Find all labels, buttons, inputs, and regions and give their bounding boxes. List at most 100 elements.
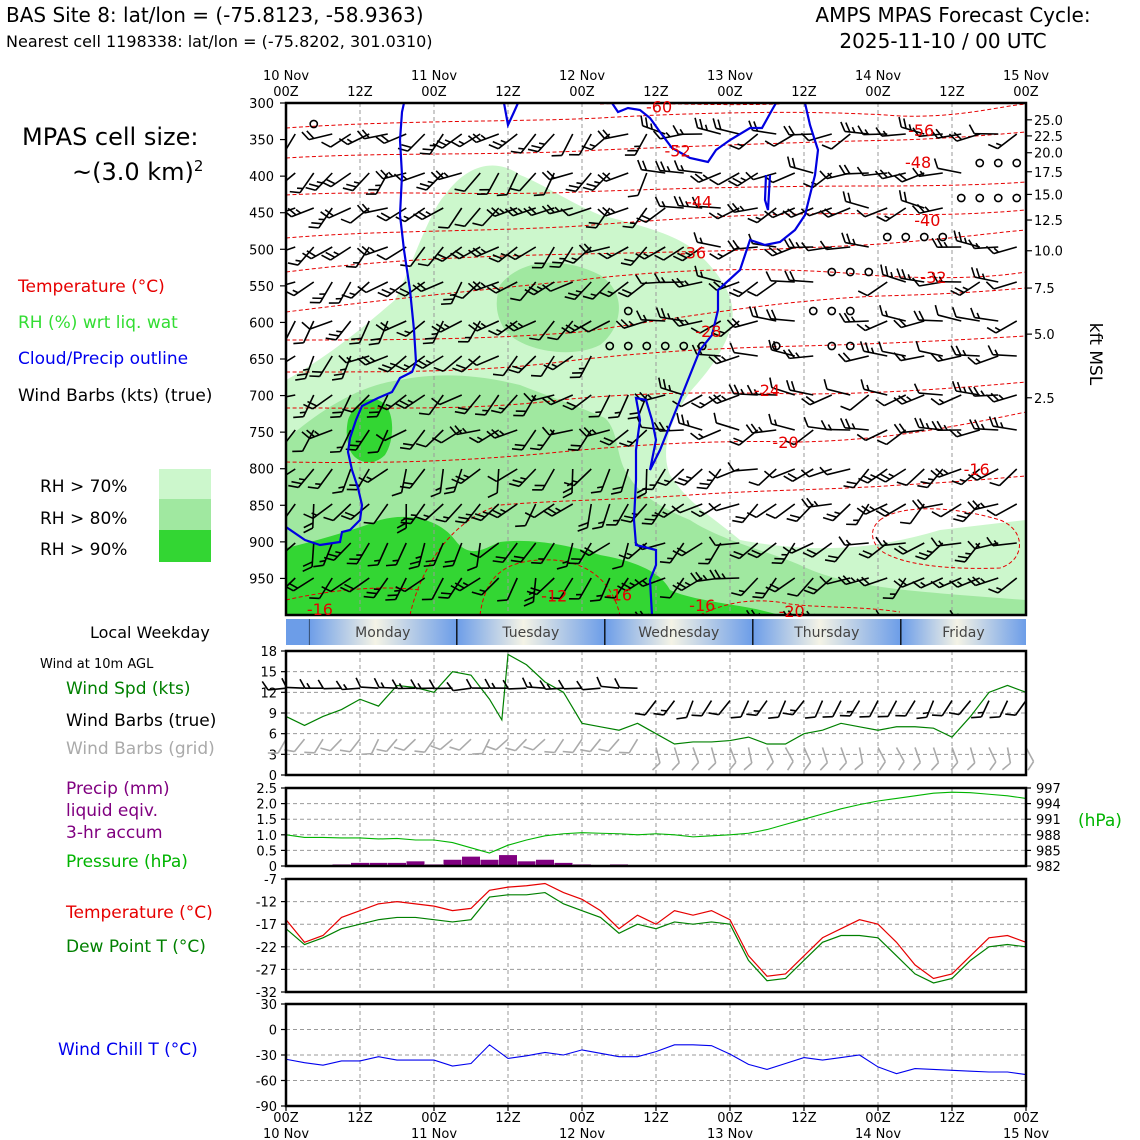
barb-full-feather — [472, 133, 482, 142]
calm-marker — [938, 232, 948, 242]
barb-staff — [481, 738, 491, 754]
barb-staff — [645, 207, 666, 223]
wind-barb — [430, 170, 462, 181]
barb-full-feather — [340, 218, 351, 224]
wind-barb — [488, 133, 518, 150]
barb-full-feather — [783, 125, 790, 136]
barb-full-feather — [510, 297, 521, 302]
barb-staff — [680, 394, 703, 408]
barb-full-feather — [471, 516, 482, 522]
barb-full-feather — [732, 519, 743, 524]
barb-half-feather — [500, 508, 507, 513]
wind-barb — [782, 207, 814, 218]
wind-barb — [399, 429, 426, 450]
barb-full-feather — [747, 217, 758, 224]
barb-staff — [813, 577, 833, 595]
barb-full-feather — [989, 481, 1000, 487]
calm-marker — [827, 306, 837, 316]
barb-full-feather — [474, 513, 486, 518]
barb-full-feather — [378, 367, 389, 373]
barb-full-feather — [440, 592, 452, 595]
barb-full-feather — [363, 521, 374, 525]
wind-barb — [321, 133, 352, 148]
wind-barb — [931, 272, 962, 283]
wind-barb — [694, 265, 721, 283]
barb-staff — [476, 542, 482, 567]
barb-full-feather — [768, 716, 779, 720]
barb-staff — [715, 577, 740, 580]
wind-barb — [303, 503, 333, 520]
barb-full-feather — [858, 553, 869, 559]
barb-full-feather — [376, 253, 387, 261]
barb-full-feather — [785, 379, 791, 391]
barb-staff — [549, 207, 573, 215]
barb-full-feather — [589, 599, 601, 602]
barb-full-feather — [468, 249, 478, 258]
barb-half-feather — [598, 521, 605, 525]
wind-barb — [400, 503, 426, 525]
barb-full-feather — [771, 561, 783, 565]
barb-half-feather — [938, 355, 944, 361]
barb-staff — [992, 542, 1017, 547]
barb-full-feather — [877, 715, 889, 718]
barb-staff — [955, 354, 980, 357]
wind-barb — [933, 158, 962, 174]
wind-barb — [580, 738, 602, 753]
calm-marker — [642, 341, 652, 351]
barb-staff — [747, 747, 753, 764]
barb-staff — [855, 503, 870, 525]
weekday-cell-bg — [752, 619, 901, 645]
precip-bar — [369, 862, 388, 866]
barb-staff — [377, 542, 389, 566]
barb-full-feather — [875, 536, 883, 547]
wind-barb — [558, 679, 583, 690]
barb-half-feather — [721, 356, 727, 362]
barb-full-feather — [826, 513, 837, 518]
barb-staff — [807, 503, 832, 508]
barb-staff — [692, 747, 700, 763]
barb-full-feather — [303, 513, 314, 520]
barb-full-feather — [301, 131, 310, 141]
wind-barb — [487, 503, 518, 519]
barb-full-feather — [898, 423, 907, 433]
barb-staff — [845, 200, 869, 209]
cell-size-title: MPAS cell size: — [22, 123, 198, 151]
barb-half-feather — [306, 682, 311, 689]
barb-staff — [772, 468, 796, 479]
barb-staff — [738, 133, 759, 150]
barb-full-feather — [533, 193, 545, 197]
top-date-label: 14 Nov — [855, 69, 901, 84]
wind-barb — [530, 355, 555, 378]
rh90-region — [286, 516, 780, 615]
barb-full-feather — [581, 145, 592, 151]
barb-staff — [598, 394, 611, 417]
calm-marker — [975, 193, 985, 203]
barb-full-feather — [676, 412, 681, 424]
barb-staff — [863, 133, 888, 136]
barb-half-feather — [415, 555, 422, 559]
calm-marker — [827, 341, 837, 351]
barb-staff — [373, 577, 389, 599]
barb-full-feather — [395, 586, 406, 593]
wind-barb — [582, 281, 611, 300]
barb-staff — [1014, 700, 1027, 716]
barb-half-feather — [699, 401, 706, 406]
barb-full-feather — [876, 439, 887, 446]
weekday-label: Wednesday — [638, 625, 719, 641]
barb-full-feather — [454, 582, 465, 589]
barb-half-feather — [274, 475, 279, 481]
barb-full-feather — [582, 186, 594, 191]
barb-staff — [826, 388, 851, 396]
barb-half-feather — [517, 208, 524, 214]
barb-full-feather — [375, 323, 385, 332]
barb-full-feather — [531, 561, 542, 565]
wind-barb — [526, 577, 555, 596]
barb-staff — [433, 542, 444, 566]
barb-half-feather — [444, 139, 451, 143]
barb-half-feather — [882, 130, 888, 137]
barb-staff — [696, 205, 721, 209]
barb-full-feather — [660, 307, 666, 319]
barb-staff — [310, 246, 333, 260]
barb-staff — [642, 577, 666, 588]
wind-barb — [858, 468, 888, 484]
